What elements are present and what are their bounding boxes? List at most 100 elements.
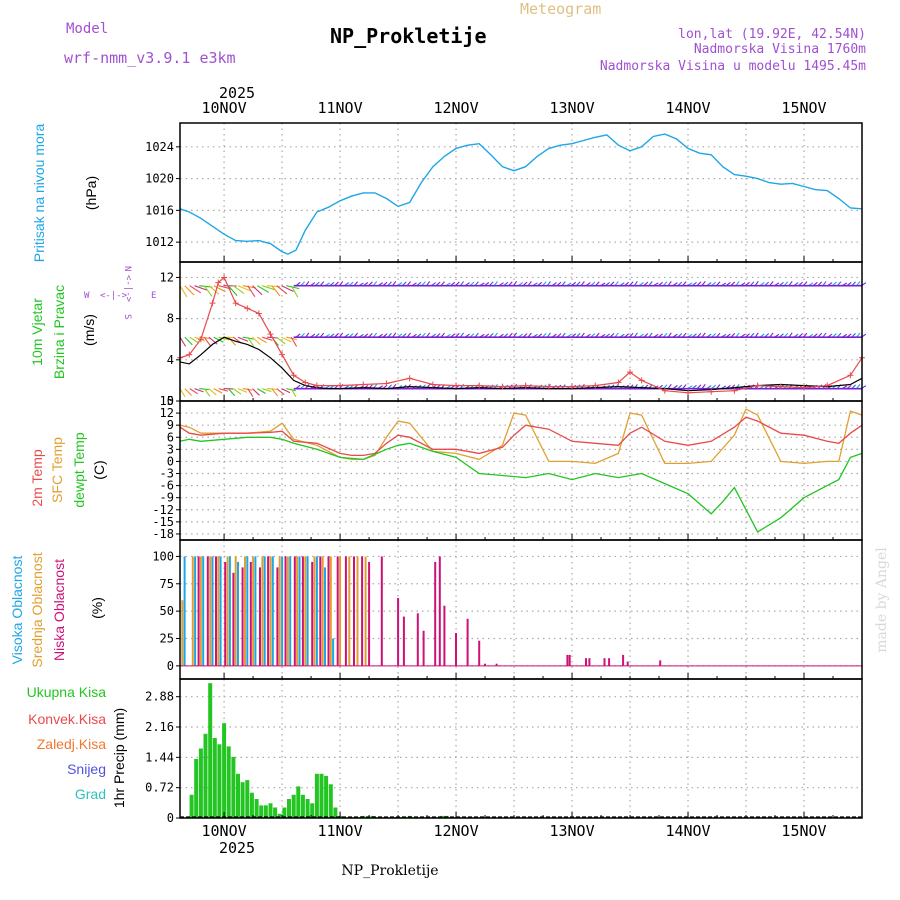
- cloud-bar: [249, 561, 252, 666]
- cloud-bar: [327, 556, 330, 666]
- precip-bar: [240, 782, 245, 818]
- day-label-bottom: 15NOV: [781, 822, 826, 840]
- wind-gust-marker: [453, 382, 460, 389]
- cloud-bar: [568, 654, 571, 666]
- day-label-top: 11NOV: [317, 99, 362, 117]
- pressure-unit: (hPa): [83, 176, 99, 210]
- y-tick-label: 75: [160, 577, 174, 591]
- precip-bar: [333, 807, 338, 818]
- wind-barb: [194, 285, 208, 291]
- wind-barb: [252, 336, 261, 345]
- precip-bar: [231, 756, 236, 818]
- y-tick-label: 6: [167, 430, 174, 444]
- data-layer: [177, 133, 867, 818]
- wind-gust-marker: [244, 305, 251, 312]
- cloud-bar: [232, 572, 235, 666]
- wind-gust-marker: [406, 375, 413, 382]
- cloud-bar: [267, 556, 270, 666]
- cloud-bar: [329, 556, 332, 666]
- wind-barb: [218, 388, 229, 392]
- y-tick-label: 50: [160, 604, 174, 618]
- y-tick-label: 0: [167, 454, 174, 468]
- cloud-bar: [197, 556, 200, 666]
- precip-bar: [310, 803, 315, 818]
- y-tick-label: 15: [160, 394, 174, 408]
- lonlat-text: lon,lat (19.92E, 42.54N): [678, 27, 866, 42]
- wind-gust-marker: [360, 381, 367, 388]
- wind-barb: [252, 388, 260, 396]
- model-altitude-text: Nadmorska Visina u modelu 1495.45m: [600, 59, 866, 74]
- precip-bar: [314, 773, 319, 818]
- wind-barb: [203, 336, 212, 347]
- panel-frame-pressure: [179, 122, 863, 263]
- wind-barb: [203, 388, 211, 397]
- cloud-bar: [298, 556, 301, 666]
- day-label-bottom: 13NOV: [549, 822, 594, 840]
- y-tick-label: -6: [160, 479, 174, 493]
- wind-barb: [281, 336, 292, 343]
- cloud-bar: [588, 658, 591, 666]
- station-title: NP_Prokletije: [330, 24, 487, 48]
- day-labels-top: 10NOV 11NOV 12NOV 13NOV 14NOV 15NOV: [201, 99, 826, 117]
- compass-w: W: [84, 291, 90, 301]
- cloud-bar: [339, 556, 342, 666]
- cloud-bar: [202, 556, 205, 666]
- cloud-bar: [368, 561, 371, 666]
- wind-gust-marker: [499, 383, 506, 390]
- cloud-bar: [402, 616, 405, 666]
- wind-barb: [203, 285, 213, 297]
- cloud-bar: [443, 605, 446, 666]
- precip-bar: [324, 775, 329, 818]
- day-label-top: 10NOV: [201, 99, 246, 117]
- cloud-bar: [311, 561, 314, 666]
- cloud-bar: [224, 561, 227, 666]
- y-tick-label: -3: [160, 467, 174, 481]
- cloud-bar: [321, 556, 324, 666]
- wind-barb: [242, 285, 256, 289]
- wind-barb: [232, 388, 242, 395]
- precip-unit: 1hr Precip (mm): [111, 708, 127, 808]
- compass-n: N: [122, 266, 132, 271]
- wind-barb: [281, 388, 291, 394]
- precip-bar: [208, 683, 213, 818]
- precip-bar: [291, 794, 296, 818]
- wind-gust-marker: [627, 369, 634, 376]
- cloud-bar: [622, 654, 625, 666]
- y-tick-label: 100: [152, 549, 174, 563]
- y-tick-label: 0.72: [145, 781, 174, 795]
- wind-barb: [179, 336, 187, 347]
- cloud-bar: [263, 556, 266, 666]
- day-label-bottom: 12NOV: [433, 822, 478, 840]
- compass-arrow-v: <-|->: [123, 275, 133, 303]
- cloud-bar: [585, 658, 587, 666]
- cloud-bar: [183, 556, 186, 666]
- y-tick-label: 9: [167, 418, 174, 432]
- wind-barb: [232, 285, 245, 294]
- wind-gust-marker: [522, 382, 529, 389]
- wind-barb: [184, 388, 192, 396]
- cloud-bar: [397, 598, 400, 666]
- cloud-title-3: Niska Oblacnost: [51, 559, 67, 661]
- wind-gust-marker: [476, 382, 483, 389]
- wind-gust-marker: [731, 387, 738, 394]
- precip-bar: [259, 805, 264, 818]
- precip-bar: [212, 738, 217, 818]
- wind-gust-marker: [685, 389, 692, 396]
- cloud-bar: [276, 567, 279, 666]
- wind-gust-marker: [801, 384, 808, 391]
- wind-gust-marker: [302, 379, 309, 386]
- cloud-bar: [271, 556, 274, 666]
- precip-bar: [282, 807, 287, 818]
- y-tick-label: 1016: [145, 203, 174, 217]
- wind-gust-marker: [383, 380, 390, 387]
- cloud-bar: [269, 556, 272, 666]
- cloud-bar: [324, 567, 326, 666]
- y-tick-label: 2.88: [145, 690, 174, 704]
- t2m-line: [179, 416, 863, 457]
- wind-barb: [271, 388, 279, 397]
- precip-bar: [189, 794, 194, 818]
- cloud-bar: [191, 556, 194, 666]
- wind-gust-marker: [215, 279, 222, 286]
- cloud-bar: [241, 567, 244, 666]
- precip-bar: [268, 803, 273, 818]
